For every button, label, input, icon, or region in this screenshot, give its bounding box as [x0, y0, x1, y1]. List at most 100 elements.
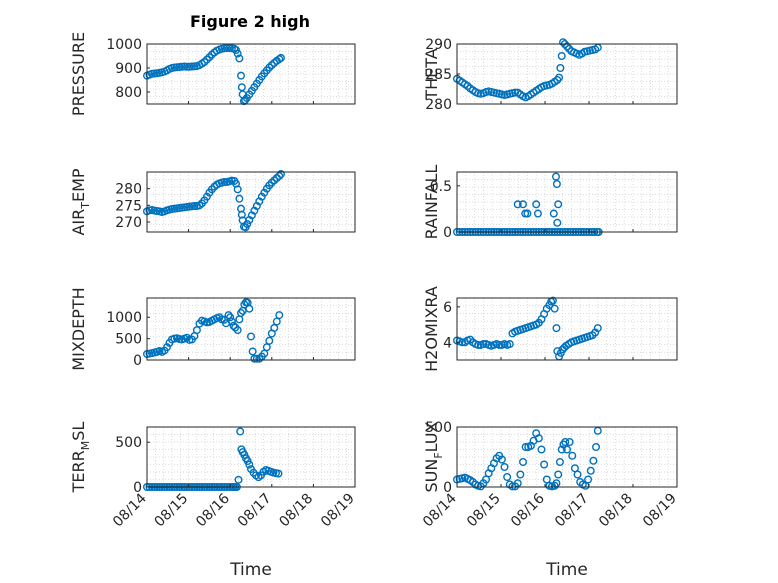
data-point — [265, 63, 274, 72]
data-point — [573, 470, 582, 479]
x-tick-label: 08/19 — [318, 491, 358, 531]
data-point — [523, 209, 532, 218]
data-point — [276, 169, 285, 178]
y-tick-label: 285 — [425, 67, 452, 83]
axes-box — [146, 426, 356, 488]
data-point — [584, 475, 593, 484]
data-point — [589, 456, 598, 465]
x-tick-label: 08/19 — [640, 491, 680, 531]
data-point — [245, 304, 254, 313]
data-point — [497, 455, 506, 464]
data-point — [237, 308, 246, 317]
data-point — [537, 445, 546, 454]
axes-background — [147, 427, 355, 487]
data-point — [252, 354, 261, 363]
data-point — [534, 434, 543, 443]
x-tick-label: 08/15 — [152, 491, 192, 531]
y-axis-label: PRESSURE — [69, 32, 88, 116]
y-tick-label: 280 — [425, 97, 452, 113]
y-axis-label-part: TERR — [69, 450, 88, 493]
data-point — [233, 49, 242, 58]
data-point — [561, 438, 570, 447]
data-point — [521, 443, 530, 452]
x-tick-label: 08/14 — [420, 490, 460, 530]
y-tick-label: 500 — [425, 420, 452, 436]
y-tick-label: 6 — [443, 300, 452, 316]
data-point — [555, 73, 564, 82]
y-tick-label: 1000 — [106, 37, 142, 53]
data-point — [250, 354, 259, 363]
data-point — [241, 96, 250, 105]
axes-background — [147, 172, 355, 232]
data-point — [519, 200, 528, 209]
data-point — [479, 340, 488, 349]
data-point — [533, 209, 542, 218]
data-point — [235, 54, 244, 63]
y-tick-label: 0 — [133, 480, 142, 496]
y-axis-label-subscript: M — [79, 441, 92, 451]
y-axis-label-part: SUN — [422, 459, 441, 493]
x-tick-label: 08/18 — [596, 491, 636, 531]
y-axis-label-subscript: F — [432, 452, 445, 458]
data-point — [233, 326, 242, 335]
axes-box — [456, 171, 678, 233]
data-point — [554, 200, 563, 209]
y-tick-label: 500 — [115, 332, 142, 348]
subplot-pressure: 800 900 1000 PRESSURE — [69, 32, 356, 116]
y-tick-label: 0 — [443, 480, 452, 496]
y-axis-label-part: EMP — [69, 168, 88, 202]
data-point — [235, 194, 244, 203]
data-point — [229, 321, 238, 330]
data-point — [275, 311, 284, 320]
subplot-sun-flux: 0 500 08/14 08/15 08/16 08/17 08/18 08/19 Time SU… — [420, 420, 680, 580]
axes-box — [456, 297, 678, 361]
data-point — [274, 469, 283, 478]
x-tick-label: 08/16 — [508, 490, 548, 530]
y-tick-label: 0.5 — [430, 179, 452, 195]
data-point — [548, 296, 557, 305]
data-point — [495, 340, 504, 349]
y-tick-label: 290 — [425, 37, 452, 53]
y-axis-label: RAINFALL — [422, 165, 441, 240]
x-tick-label: 08/14 — [110, 490, 150, 530]
y-tick-label: 0 — [443, 225, 452, 241]
data-point — [503, 473, 512, 482]
data-point — [182, 62, 191, 71]
data-point — [474, 340, 483, 349]
data-point — [202, 192, 211, 201]
data-point — [554, 470, 563, 479]
data-point — [516, 470, 525, 479]
axes-background — [147, 298, 355, 360]
data-point — [552, 324, 561, 333]
data-point — [224, 311, 233, 320]
data-point — [237, 210, 246, 219]
data-point — [248, 347, 257, 356]
data-point — [540, 460, 549, 469]
x-tick-label: 08/16 — [193, 490, 233, 530]
data-point — [552, 172, 561, 181]
data-point — [236, 427, 245, 436]
data-point — [557, 445, 566, 454]
data-point — [513, 200, 522, 209]
data-point — [593, 324, 602, 333]
data-point — [190, 201, 199, 210]
data-point — [227, 317, 236, 326]
data-point — [519, 458, 528, 467]
y-axis-label: THETA — [422, 48, 441, 100]
data-point — [237, 71, 246, 80]
subplot-mixdepth: 0 500 1000 MIXDEPTH — [69, 287, 356, 371]
data-point — [265, 336, 274, 345]
figure-title: Figure 2 high — [190, 12, 310, 31]
y-tick-label: 900 — [115, 61, 142, 77]
x-tick-label: 08/17 — [235, 491, 275, 531]
axes-box — [146, 297, 356, 361]
y-axis-label: AIRTEMP — [69, 168, 92, 235]
data-point — [243, 219, 252, 228]
series-markers — [142, 298, 284, 363]
data-point — [592, 443, 601, 452]
data-point — [532, 200, 541, 209]
